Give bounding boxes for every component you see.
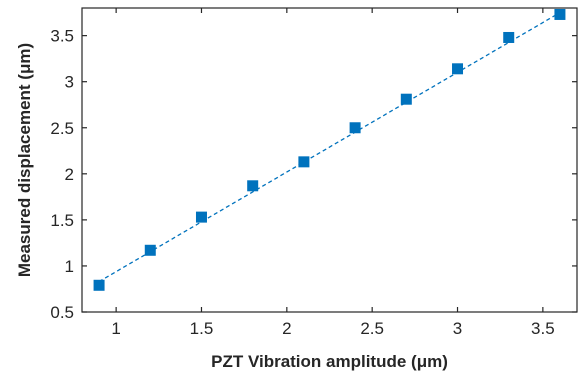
y-tick-label: 3 (65, 73, 74, 92)
axes-box (81, 7, 578, 313)
y-axis-ticks: 0.5 1 1.5 2 2.5 3 3.5 (50, 27, 577, 322)
x-tick-label: 2.5 (360, 319, 384, 338)
x-tick-label: 3 (453, 319, 462, 338)
y-tick-label: 0.5 (50, 303, 74, 322)
data-point (452, 63, 464, 75)
x-axis-ticks: 1 1.5 2 2.5 3 3.5 (111, 8, 555, 338)
x-tick-label: 2 (282, 319, 291, 338)
fit-line (98, 12, 561, 283)
data-point (349, 122, 361, 134)
y-tick-label: 1.5 (50, 211, 74, 230)
data-point (554, 8, 566, 20)
data-point (247, 180, 259, 192)
y-tick-label: 1 (65, 257, 74, 276)
x-tick-label: 1.5 (190, 319, 214, 338)
data-point (400, 93, 412, 105)
data-point (93, 279, 105, 291)
plot-frame (81, 7, 578, 313)
data-point (298, 156, 310, 168)
x-axis-title: PZT Vibration amplitude (μm) (211, 352, 448, 371)
data-point (144, 244, 156, 256)
data-points-layer (93, 8, 566, 291)
y-tick-label: 2 (65, 165, 74, 184)
y-axis-title: Measured displacement (μm) (15, 43, 34, 277)
data-point (503, 31, 515, 43)
y-tick-label: 3.5 (50, 27, 74, 46)
x-tick-label: 3.5 (531, 319, 555, 338)
y-tick-label: 2.5 (50, 119, 74, 138)
fit-line-layer (98, 12, 561, 283)
data-point (195, 211, 207, 223)
x-tick-label: 1 (111, 319, 120, 338)
